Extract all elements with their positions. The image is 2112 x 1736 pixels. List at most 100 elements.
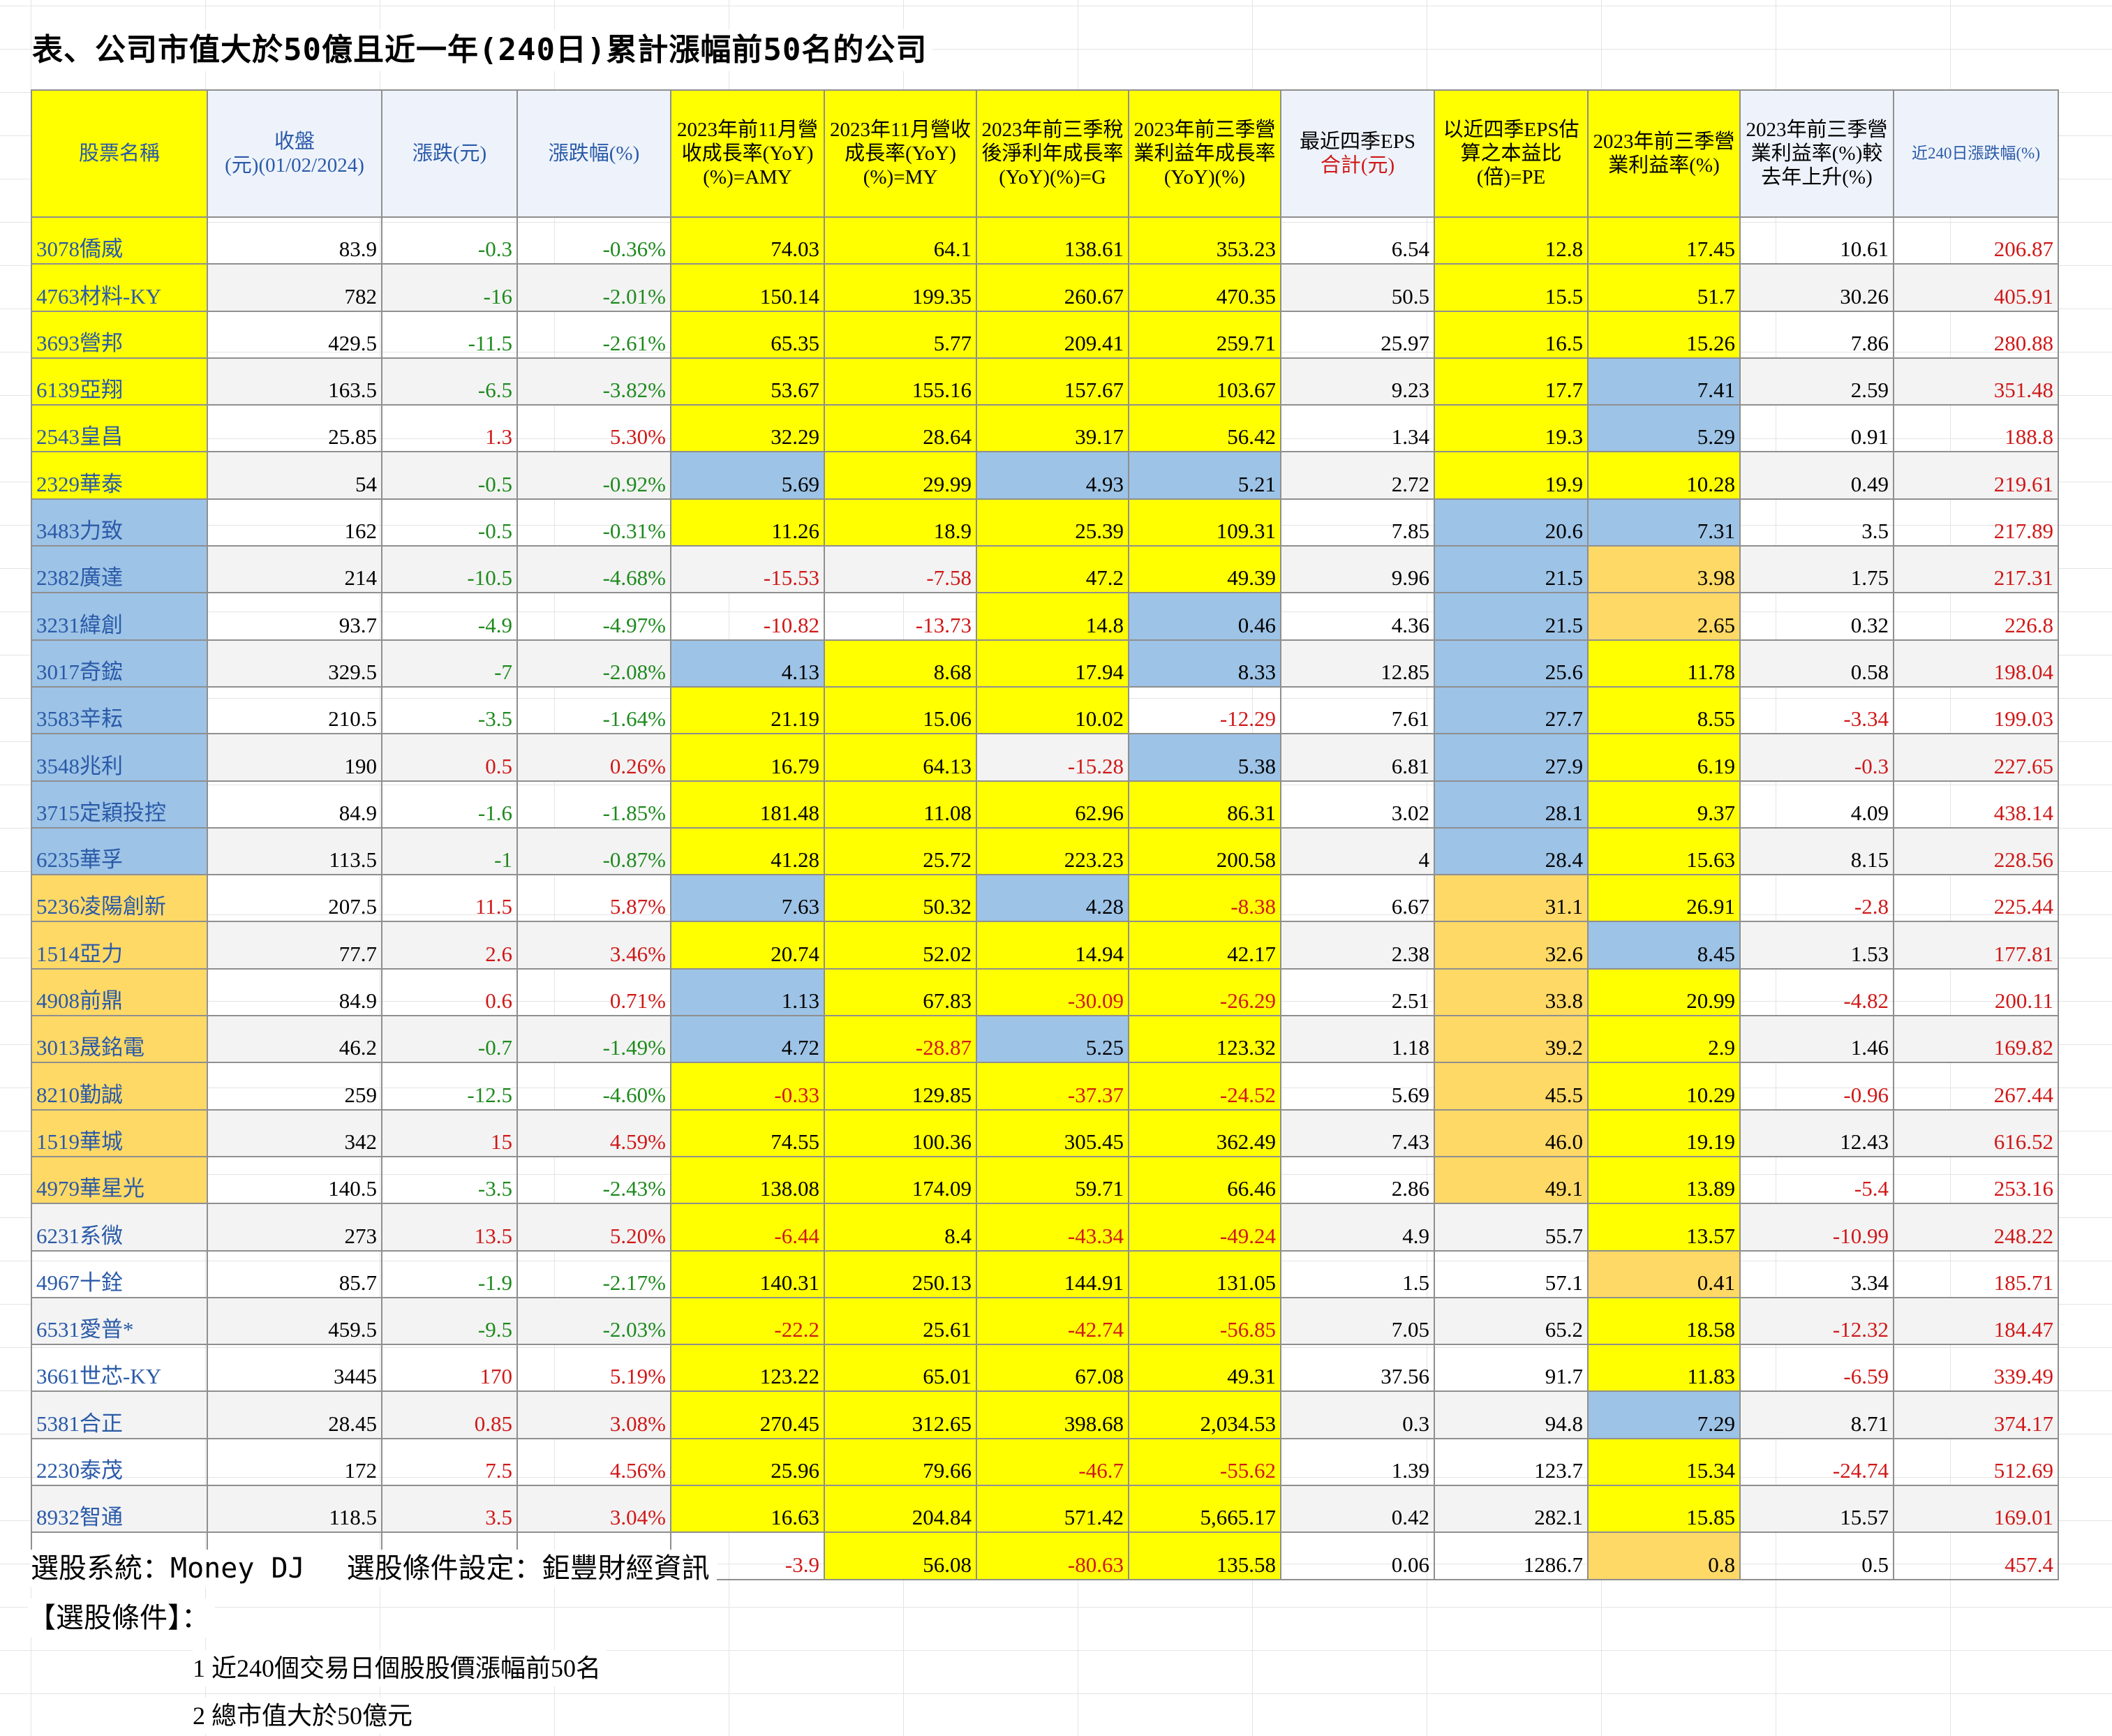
eps-cell: 7.05 (1280, 1296, 1435, 1346)
table-row[interactable]: 3231緯創 93.7 -4.9 -4.97% -10.82 -13.73 14.8 0.46… (31, 592, 2059, 641)
table-body: 3078僑威 83.9 -0.3 -0.36% 74.03 64.1 138.61 353.2… (31, 216, 2059, 1580)
stock-name-cell[interactable]: 2329華泰 (31, 451, 208, 500)
close-cell: 84.9 (207, 967, 382, 1017)
stock-name-cell[interactable]: 8210勤誠 (31, 1062, 208, 1111)
stock-name-cell[interactable]: 3661世芯-KY (31, 1344, 208, 1393)
op-margin-cell: 17.45 (1587, 216, 1741, 265)
stock-name-cell[interactable]: 5236凌陽創新 (31, 874, 208, 923)
close-cell: 329.5 (207, 639, 382, 688)
table-row[interactable]: 1514亞力 77.7 2.6 3.46% 20.74 52.02 14.94 42.17 2.… (31, 921, 2059, 970)
table-row[interactable]: 8210勤誠 259 -12.5 -4.60% -0.33 129.85 -37.37 -24… (31, 1062, 2059, 1111)
change-240d-cell: 351.48 (1893, 357, 2059, 406)
change-pct-cell: -2.08% (516, 639, 671, 688)
table-row[interactable]: 3661世芯-KY 3445 170 5.19% 123.22 65.01 67.08 49.… (31, 1344, 2059, 1393)
table-row[interactable]: 2543皇昌 25.85 1.3 5.30% 32.29 28.64 39.17 56.42 1… (31, 404, 2059, 453)
table-row[interactable]: 4763材料-KY 782 -16 -2.01% 150.14 199.35 260.67 4… (31, 263, 2059, 312)
pe-cell: 39.2 (1434, 1015, 1589, 1064)
stock-name-cell[interactable]: 6231系微 (31, 1203, 208, 1252)
stock-name-cell[interactable]: 1519華城 (31, 1108, 208, 1157)
col-header-eps[interactable]: 最近四季EPS 合計(元) (1280, 89, 1435, 218)
table-row[interactable]: 1519華城 342 15 4.59% 74.55 100.36 305.45 362.49 7… (31, 1108, 2059, 1157)
table-row[interactable]: 3078僑威 83.9 -0.3 -0.36% 74.03 64.1 138.61 353.2… (31, 216, 2059, 265)
col-header-margin-change[interactable]: 2023年前三季營業利益率(%)較去年上升(%) (1739, 89, 1894, 218)
op-growth-cell: 353.23 (1128, 216, 1281, 265)
my-cell: 18.9 (824, 498, 977, 547)
amy-cell: 7.63 (670, 874, 825, 923)
col-header-240d[interactable]: 近240日漲跌幅(%) (1893, 89, 2059, 218)
col-header-pe[interactable]: 以近四季EPS估算之本益比(倍)=PE (1434, 89, 1589, 218)
stock-name-cell[interactable]: 5381合正 (31, 1390, 208, 1439)
stock-name-cell[interactable]: 3548兆利 (31, 733, 208, 782)
margin-change-cell: -2.8 (1739, 874, 1894, 923)
stock-name-cell[interactable]: 1514亞力 (31, 921, 208, 970)
g-cell: 47.2 (976, 545, 1129, 594)
col-header-close[interactable]: 收盤 (元)(01/02/2024) (207, 89, 382, 218)
table-row[interactable]: 4908前鼎 84.9 0.6 0.71% 1.13 67.83 -30.09 -26.29 2… (31, 967, 2059, 1017)
eps-cell: 3.02 (1280, 780, 1435, 829)
header-row: 股票名稱 收盤 (元)(01/02/2024) 漲跌(元) 漲跌幅(%) 2023… (31, 89, 2059, 218)
stock-name-cell[interactable]: 8932智通 (31, 1485, 208, 1534)
change-pct-cell: -2.17% (516, 1249, 671, 1298)
stock-name-cell[interactable]: 2230泰茂 (31, 1437, 208, 1487)
table-row[interactable]: 2230泰茂 172 7.5 4.56% 25.96 79.66 -46.7 -55.62 1.… (31, 1437, 2059, 1487)
table-row[interactable]: 3017奇鋐 329.5 -7 -2.08% 4.13 8.68 17.94 8.33 12.8… (31, 639, 2059, 688)
col-header-change-pct[interactable]: 漲跌幅(%) (516, 89, 671, 218)
table-row[interactable]: 4967十銓 85.7 -1.9 -2.17% 140.31 250.13 144.91 13… (31, 1249, 2059, 1298)
table-row[interactable]: 6231系微 273 13.5 5.20% -6.44 8.4 -43.34 -49.24 4.… (31, 1203, 2059, 1252)
stock-name-cell[interactable]: 2543皇昌 (31, 404, 208, 453)
amy-cell: 74.55 (670, 1108, 825, 1157)
table-row[interactable]: 8932智通 118.5 3.5 3.04% 16.63 204.84 571.42 5,66… (31, 1485, 2059, 1534)
table-row[interactable]: 2329華泰 54 -0.5 -0.92% 5.69 29.99 4.93 5.21 2.72 1… (31, 451, 2059, 500)
col-header-change[interactable]: 漲跌(元) (381, 89, 518, 218)
col-header-my[interactable]: 2023年11月營收成長率(YoY)(%)=MY (824, 89, 977, 218)
table-row[interactable]: 3013晟銘電 46.2 -0.7 -1.49% 4.72 -28.87 5.25 123.3… (31, 1015, 2059, 1064)
my-cell: -13.73 (824, 592, 977, 641)
stock-name-cell[interactable]: 2382廣達 (31, 545, 208, 594)
col-header-g[interactable]: 2023年前三季稅後淨利年成長率(YoY)(%)=G (976, 89, 1129, 218)
stock-name-cell[interactable]: 6235華孚 (31, 826, 208, 876)
table-row[interactable]: 3693營邦 429.5 -11.5 -2.61% 65.35 5.77 209.41 259… (31, 310, 2059, 359)
stock-name-cell[interactable]: 4908前鼎 (31, 967, 208, 1017)
col-header-name[interactable]: 股票名稱 (31, 89, 208, 218)
table-row[interactable]: 3715定穎投控 84.9 -1.6 -1.85% 181.48 11.08 62.96 86… (31, 780, 2059, 829)
change-240d-cell: 267.44 (1893, 1062, 2059, 1111)
stock-name-cell[interactable]: 3693營邦 (31, 310, 208, 359)
g-cell: -46.7 (976, 1437, 1129, 1487)
my-cell: 100.36 (824, 1108, 977, 1157)
table-row[interactable]: 4979華星光 140.5 -3.5 -2.43% 138.08 174.09 59.71 6… (31, 1155, 2059, 1205)
stock-name-cell[interactable]: 3078僑威 (31, 216, 208, 265)
table-row[interactable]: 2382廣達 214 -10.5 -4.68% -15.53 -7.58 47.2 49.39… (31, 545, 2059, 594)
stock-name-cell[interactable]: 3013晟銘電 (31, 1015, 208, 1064)
stock-name-cell[interactable]: 4763材料-KY (31, 263, 208, 312)
stock-name-cell[interactable]: 4979華星光 (31, 1155, 208, 1205)
change-cell: -7 (381, 639, 518, 688)
col-header-op-margin[interactable]: 2023年前三季營業利益率(%) (1587, 89, 1741, 218)
table-row[interactable]: 5381合正 28.45 0.85 3.08% 270.45 312.65 398.68 2,… (31, 1390, 2059, 1439)
table-row[interactable]: 3583辛耘 210.5 -3.5 -1.64% 21.19 15.06 10.02 -12.… (31, 685, 2059, 735)
table-row[interactable]: 5236凌陽創新 207.5 11.5 5.87% 7.63 50.32 4.28 -8.38… (31, 874, 2059, 923)
col-header-amy[interactable]: 2023年前11月營收成長率(YoY)(%)=AMY (670, 89, 825, 218)
stock-name-cell[interactable]: 3231緯創 (31, 592, 208, 641)
stock-name-cell[interactable]: 6531愛普* (31, 1296, 208, 1346)
table-row[interactable]: 6531愛普* 459.5 -9.5 -2.03% -22.2 25.61 -42.74 -5… (31, 1296, 2059, 1346)
stock-name-cell[interactable]: 4967十銓 (31, 1249, 208, 1298)
op-growth-cell: -12.29 (1128, 685, 1281, 735)
stock-name-cell[interactable]: 3583辛耘 (31, 685, 208, 735)
change-pct-cell: -1.85% (516, 780, 671, 829)
stock-name-cell[interactable]: 3483力致 (31, 498, 208, 547)
change-pct-cell: -1.49% (516, 1015, 671, 1064)
stock-name-cell[interactable]: 3715定穎投控 (31, 780, 208, 829)
table-row[interactable]: 6235華孚 113.5 -1 -0.87% 41.28 25.72 223.23 200.5… (31, 826, 2059, 876)
table-row[interactable]: 6139亞翔 163.5 -6.5 -3.82% 53.67 155.16 157.67 10… (31, 357, 2059, 406)
change-cell: -0.5 (381, 498, 518, 547)
change-240d-cell: 198.04 (1893, 639, 2059, 688)
stock-name-cell[interactable]: 6139亞翔 (31, 357, 208, 406)
table-row[interactable]: 3483力致 162 -0.5 -0.31% 11.26 18.9 25.39 109.31 7… (31, 498, 2059, 547)
close-cell: 25.85 (207, 404, 382, 453)
table-row[interactable]: 3548兆利 190 0.5 0.26% 16.79 64.13 -15.28 5.38 6.8… (31, 733, 2059, 782)
col-header-close-l2: (元)(01/02/2024) (225, 154, 364, 177)
col-header-op-growth[interactable]: 2023年前三季營業利益年成長率(YoY)(%) (1128, 89, 1281, 218)
eps-cell: 37.56 (1280, 1344, 1435, 1393)
op-margin-cell: 11.78 (1587, 639, 1741, 688)
stock-name-cell[interactable]: 3017奇鋐 (31, 639, 208, 688)
